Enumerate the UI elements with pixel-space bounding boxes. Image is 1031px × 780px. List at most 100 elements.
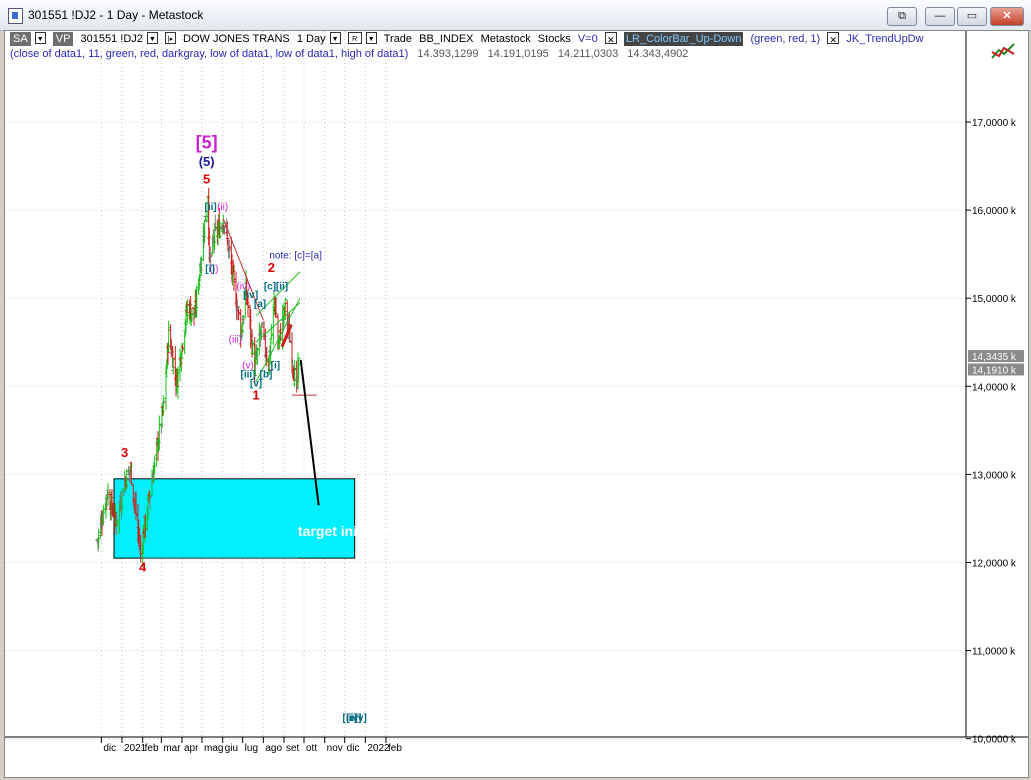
wave-label: [iv] <box>347 713 362 724</box>
indicator-bb-index: BB_INDEX <box>419 33 474 45</box>
wave-label: [c] <box>264 281 276 292</box>
price-bar <box>252 337 257 385</box>
chart-window[interactable]: target iniziale qua... 3 4 5 1 2 (5) [5] (ii) (i… <box>4 30 1029 778</box>
price-bar <box>208 254 213 263</box>
price-bar <box>208 246 213 266</box>
y-tick-label: 12,0000 k <box>972 559 1017 570</box>
r-button[interactable]: R <box>347 32 362 44</box>
price-bars <box>95 188 301 567</box>
vp-button[interactable]: VP <box>52 32 74 46</box>
break-line <box>280 324 293 348</box>
target-rect <box>113 478 356 559</box>
wave-label: [i] <box>205 264 214 275</box>
trade-label: Trade <box>383 33 413 45</box>
wave-label: [b] <box>260 369 273 380</box>
x-tick-label: feb <box>145 743 159 754</box>
price-bar <box>268 339 273 365</box>
price-bar <box>129 461 134 485</box>
wave-label: [iv] <box>243 290 258 301</box>
remove-expert1-icon[interactable]: ✕ <box>604 32 617 45</box>
price-bar <box>213 214 218 232</box>
x-tick-label: giu <box>225 743 238 754</box>
target-zone: target iniziale qua... <box>113 478 428 559</box>
chart-trend-icon[interactable] <box>990 40 1016 62</box>
expand-icon[interactable]: |▸ <box>164 32 176 44</box>
price-bar <box>226 244 231 259</box>
sa-dropdown-icon[interactable]: ▼ <box>34 32 46 44</box>
y-tick-label: 17,0000 k <box>972 118 1017 129</box>
security-name: DOW JONES TRANS <box>183 33 290 45</box>
target-text: target iniziale qua... <box>298 523 428 539</box>
price-label: 14,1910 k <box>972 365 1017 376</box>
price-bar <box>164 366 169 410</box>
r-dropdown-icon[interactable]: ▼ <box>365 32 377 44</box>
price-bar <box>241 314 246 325</box>
price-bar <box>296 357 301 380</box>
wave-label: [5] <box>196 132 218 152</box>
wave-label: (iv) <box>236 281 250 292</box>
downtrend-line <box>222 218 264 321</box>
trend-lines <box>142 218 320 559</box>
price-label-bg <box>968 363 1024 376</box>
wave-label: (v) <box>242 361 254 372</box>
price-bar <box>122 490 127 496</box>
restore-button[interactable]: ⧉ <box>887 7 917 26</box>
wave-label: 1 <box>252 388 259 403</box>
expert-params: (green, red, 1) <box>750 33 821 45</box>
x-tick-label: ott <box>306 743 317 754</box>
price-bar <box>178 357 183 368</box>
x-tick-label: 2021 <box>124 743 147 754</box>
wave-label: (iii) <box>229 334 242 345</box>
y-tick-label: 14,0000 k <box>972 382 1017 393</box>
symbol-dropdown-icon[interactable]: ▼ <box>146 32 158 44</box>
window-title: 301551 !DJ2 - 1 Day - Metastock <box>28 8 204 22</box>
price-bar <box>182 331 187 355</box>
period-dropdown-icon[interactable]: ▼ <box>329 32 341 44</box>
sa-button[interactable]: SA <box>10 32 31 46</box>
wave-label: 2 <box>268 260 275 275</box>
minimize-button[interactable]: — <box>925 7 955 26</box>
y-tick-label: 13,0000 k <box>972 470 1017 481</box>
wave-label: [v] <box>250 378 262 389</box>
y-tick-label: 10,0000 k <box>972 735 1017 746</box>
expert-jk-trend[interactable]: JK_TrendUpDw <box>846 33 924 45</box>
channel-mid-line <box>255 302 301 343</box>
indicator-stocks: Stocks <box>537 33 571 45</box>
close-button[interactable]: ✕ <box>990 7 1024 26</box>
price-chart[interactable]: target iniziale qua... 3 4 5 1 2 (5) [5] (ii) (i… <box>5 31 1028 777</box>
params-text: (close of data1, 11, green, red, darkgra… <box>10 48 409 60</box>
price-label: 14,3435 k <box>972 352 1017 363</box>
x-tick-label: dic <box>347 743 360 754</box>
price-label-bg <box>968 350 1024 363</box>
period-label: 1 Day <box>296 33 326 45</box>
price-bar <box>236 305 241 321</box>
price-bar <box>96 528 101 549</box>
wave-label: (i) <box>210 264 219 275</box>
price-bar <box>269 324 274 341</box>
wave-label: [i] <box>271 361 280 372</box>
wave-annotations: 3 4 5 1 2 (5) [5] (ii) (i) (iii) (iv) (v) [ii] [i] [iv… <box>121 132 367 724</box>
chart-axes: 17,0000 k 16,0000 k 15,0000 k 14,0000 k 13,0… <box>5 31 1028 754</box>
x-tick-label: ago <box>265 743 282 754</box>
value-4: 14.343,4902 <box>627 48 689 60</box>
wave-label: [v] <box>355 713 367 724</box>
price-bar <box>160 405 165 417</box>
x-tick-label: mar <box>163 743 181 754</box>
remove-expert2-icon[interactable]: ✕ <box>827 32 840 45</box>
params-line: (close of data1, 11, green, red, darkgra… <box>10 48 694 60</box>
wave-label: [ii] <box>276 281 288 292</box>
wave-label: [iii] <box>343 713 358 724</box>
value-1: 14.393,1299 <box>417 48 479 60</box>
wave-label: [a] <box>254 299 266 310</box>
channel-lower-line <box>255 297 301 383</box>
title-bar: 301551 !DJ2 - 1 Day - Metastock ⧉ — ▭ ✕ <box>0 0 1031 31</box>
maximize-button[interactable]: ▭ <box>957 7 987 26</box>
y-tick-label: 11,0000 k <box>972 647 1016 658</box>
projection-line <box>299 359 320 506</box>
price-bar <box>180 342 185 359</box>
chart-header: SA ▼ VP 301551 !DJ2 ▼ |▸ DOW JONES TRANS 1… <box>10 32 928 46</box>
value-3: 14.211,0303 <box>557 48 619 60</box>
v-label: V=0 <box>577 33 598 45</box>
price-bar <box>101 504 106 526</box>
expert-lr-colorbar[interactable]: LR_ColorBar_Up-Down <box>623 32 744 46</box>
